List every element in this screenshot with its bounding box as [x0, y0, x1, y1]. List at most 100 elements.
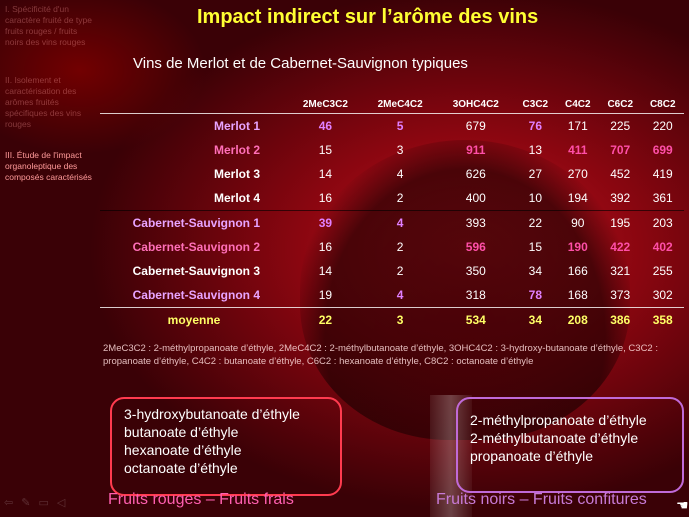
table-cell: 208 [556, 307, 599, 332]
table-cell: 3 [396, 143, 404, 157]
speaker-icon[interactable]: ◁ [56, 497, 66, 509]
ester-concentration-table: 2MeC3C2 2MeC4C2 3OHC4C2 C3C2 C4C2 C6C2 C… [100, 95, 684, 332]
table-cell: 194 [567, 191, 588, 205]
compound-label: propanoate d’éthyle [470, 448, 593, 464]
compound-label: 2-méthylbutanoate d’éthyle [470, 430, 639, 446]
caption-black-fruits: Fruits noirs – Fruits confitures [436, 491, 647, 508]
table-cell: 22 [514, 210, 557, 235]
table-row: Cabernet-Sauvignon 4 19 4 318 78 168 373… [100, 283, 684, 308]
wine-name: Merlot 1 [213, 119, 260, 133]
table-cell: 302 [652, 288, 673, 302]
table-cell: 78 [528, 288, 542, 302]
sidebar-item-2[interactable]: II. Isolement et caractérisation des arô… [5, 75, 82, 129]
wine-name: Merlot 4 [213, 191, 260, 205]
table-cell: 386 [599, 307, 642, 332]
table-header-empty [100, 95, 288, 114]
table-cell: 13 [528, 143, 542, 157]
table-cell: 452 [610, 167, 631, 181]
table-cell: 679 [465, 119, 486, 133]
table-header: 3OHC4C2 [452, 98, 499, 110]
table-cell: 3 [362, 307, 438, 332]
table-cell: 596 [465, 240, 486, 254]
table-cell: 22 [288, 307, 363, 332]
table-row: Cabernet-Sauvignon 1 39 4 393 22 90 195 … [100, 210, 684, 235]
table-cell: 14 [318, 167, 333, 181]
table-cell: 90 [556, 210, 599, 235]
table-cell: 350 [465, 264, 486, 278]
table-cell: 5 [396, 119, 404, 133]
slide-subtitle: Vins de Merlot et de Cabernet-Sauvignon … [133, 55, 468, 72]
table-cell: 34 [514, 307, 557, 332]
table-cell: 76 [528, 119, 542, 133]
table-cell: 422 [610, 240, 631, 254]
table-cell: 4 [396, 288, 404, 302]
wine-name: Merlot 2 [213, 143, 260, 157]
back-arrow-icon[interactable]: ⇦ [4, 497, 14, 509]
table-row: Cabernet-Sauvignon 2 16 2 596 15 190 422… [100, 235, 684, 259]
average-label: moyenne [100, 307, 288, 332]
table-cell: 534 [437, 307, 515, 332]
compound-label: 3-hydroxybutanoate d’éthyle [124, 406, 300, 422]
table-cell: 699 [652, 143, 673, 157]
table-cell: 166 [567, 264, 588, 278]
table-cell: 373 [610, 288, 631, 302]
compound-label: hexanoate d’éthyle [124, 442, 242, 458]
wine-name: Merlot 3 [213, 167, 260, 181]
table-header-row: 2MeC3C2 2MeC4C2 3OHC4C2 C3C2 C4C2 C6C2 C… [100, 95, 684, 114]
table-cell: 358 [641, 307, 684, 332]
table-row: Merlot 1 46 5 679 76 171 225 220 [100, 114, 684, 139]
table-cell: 46 [318, 119, 333, 133]
sidebar-outline: I. Spécificité d'un caractère fruité de … [0, 0, 100, 500]
wine-name: Cabernet-Sauvignon 2 [132, 240, 260, 254]
table-cell: 2 [396, 240, 404, 254]
table-cell: 361 [652, 191, 673, 205]
table-cell: 707 [610, 143, 631, 157]
table-cell: 190 [567, 240, 588, 254]
abbreviation-legend: 2MeC3C2 : 2-méthylpropanoate d’éthyle, 2… [103, 343, 658, 367]
compound-label: 2-méthylpropanoate d’éthyle [470, 412, 647, 428]
table-cell: 4 [362, 210, 438, 235]
table-header: C4C2 [564, 98, 591, 110]
table-cell: 392 [610, 191, 631, 205]
table-cell: 4 [396, 167, 404, 181]
table-cell: 168 [567, 288, 588, 302]
table-cell: 270 [567, 167, 588, 181]
table-cell: 2 [396, 264, 404, 278]
table-row: Merlot 4 16 2 400 10 194 392 361 [100, 186, 684, 211]
table-cell: 393 [437, 210, 515, 235]
pen-icon[interactable]: ✎ [21, 497, 31, 509]
table-cell: 911 [466, 143, 486, 157]
table-cell: 626 [465, 167, 486, 181]
black-fruit-compounds-box: 2-méthylpropanoate d’éthyle 2-méthylbuta… [456, 397, 684, 493]
slideshow-toolbar: ⇦ ✎ ▭ ◁ [4, 496, 65, 509]
red-fruit-compounds-box: 3-hydroxybutanoate d’éthyle butanoate d’… [110, 397, 342, 496]
menu-icon[interactable]: ▭ [38, 497, 49, 509]
table-cell: 400 [465, 191, 486, 205]
table-cell: 203 [641, 210, 684, 235]
table-cell: 411 [568, 143, 588, 157]
table-cell: 2 [396, 191, 404, 205]
table-cell: 15 [318, 143, 333, 157]
sidebar-item-1[interactable]: I. Spécificité d'un caractère fruité de … [5, 4, 92, 47]
table-cell: 10 [528, 191, 542, 205]
table-header: 2MeC3C2 [302, 98, 348, 110]
table-cell: 318 [465, 288, 486, 302]
table-cell: 39 [288, 210, 363, 235]
table-cell: 34 [528, 264, 542, 278]
slide-title: Impact indirect sur l’arôme des vins [197, 6, 539, 28]
caption-red-fruits: Fruits rouges – Fruits frais [108, 491, 294, 508]
table-cell: 171 [567, 119, 588, 133]
compound-label: butanoate d’éthyle [124, 424, 239, 440]
table-cell: 14 [318, 264, 333, 278]
table-cell: 27 [528, 167, 542, 181]
table-header: C6C2 [607, 98, 634, 110]
table-average-row: moyenne 22 3 534 34 208 386 358 [100, 307, 684, 332]
table-cell: 16 [318, 191, 333, 205]
table-cell: 225 [610, 119, 631, 133]
wine-name: Cabernet-Sauvignon 1 [100, 210, 288, 235]
hand-cursor-icon: ☚ [676, 497, 689, 513]
sidebar-item-3[interactable]: III. Étude de l'impact organoleptique de… [5, 150, 92, 182]
table-header: C3C2 [522, 98, 549, 110]
wine-glass-image [300, 140, 630, 440]
table-header: 2MeC4C2 [377, 98, 423, 110]
